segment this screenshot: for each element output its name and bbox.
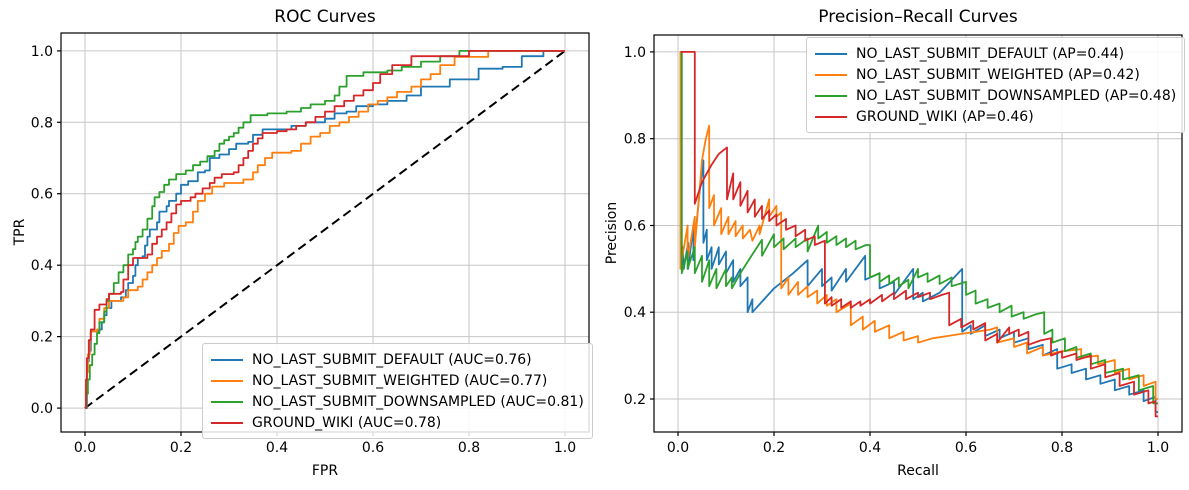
- legend-item: NO_LAST_SUBMIT_DOWNSAMPLED (AP=0.48): [815, 85, 1176, 106]
- roc-ylabel: TPR: [12, 218, 28, 246]
- legend-item: NO_LAST_SUBMIT_DEFAULT (AP=0.44): [815, 43, 1176, 64]
- legend-item: GROUND_WIKI (AUC=0.78): [211, 412, 584, 433]
- pr-title: Precision–Recall Curves: [818, 7, 1018, 27]
- legend-label: NO_LAST_SUBMIT_WEIGHTED (AP=0.42): [856, 66, 1140, 83]
- svg-text:0.6: 0.6: [362, 440, 384, 456]
- svg-text:0.2: 0.2: [624, 392, 646, 408]
- legend-label: GROUND_WIKI (AUC=0.78): [252, 414, 442, 431]
- roc-legend: NO_LAST_SUBMIT_DEFAULT (AUC=0.76) NO_LAST…: [202, 343, 593, 439]
- roc-xlabel: FPR: [311, 463, 339, 479]
- svg-text:1.0: 1.0: [624, 45, 646, 61]
- svg-text:0.2: 0.2: [170, 440, 192, 456]
- legend-line-swatch: [211, 421, 243, 424]
- legend-line-swatch: [211, 358, 243, 361]
- legend-item: NO_LAST_SUBMIT_DOWNSAMPLED (AUC=0.81): [211, 391, 584, 412]
- legend-line-swatch: [815, 94, 847, 97]
- svg-text:0.4: 0.4: [624, 305, 646, 321]
- legend-line-swatch: [815, 52, 847, 55]
- legend-item: NO_LAST_SUBMIT_WEIGHTED (AP=0.42): [815, 64, 1176, 85]
- svg-text:0.8: 0.8: [31, 115, 53, 131]
- legend-label: NO_LAST_SUBMIT_DOWNSAMPLED (AP=0.48): [856, 87, 1177, 104]
- svg-text:0.0: 0.0: [74, 440, 96, 456]
- svg-text:0.8: 0.8: [1051, 440, 1073, 456]
- legend-label: NO_LAST_SUBMIT_DEFAULT (AP=0.44): [856, 45, 1125, 62]
- legend-label: GROUND_WIKI (AP=0.46): [856, 108, 1034, 125]
- legend-line-swatch: [815, 115, 847, 118]
- roc-title: ROC Curves: [274, 7, 376, 27]
- svg-text:0.8: 0.8: [458, 440, 480, 456]
- svg-text:0.8: 0.8: [624, 132, 646, 148]
- legend-label: NO_LAST_SUBMIT_DEFAULT (AUC=0.76): [252, 351, 532, 368]
- svg-text:0.0: 0.0: [667, 440, 689, 456]
- svg-text:0.4: 0.4: [31, 258, 53, 274]
- svg-text:0.6: 0.6: [624, 219, 646, 235]
- pr-legend: NO_LAST_SUBMIT_DEFAULT (AP=0.44) NO_LAST_…: [806, 37, 1186, 133]
- legend-item: NO_LAST_SUBMIT_WEIGHTED (AUC=0.77): [211, 370, 584, 391]
- legend-item: NO_LAST_SUBMIT_DEFAULT (AUC=0.76): [211, 349, 584, 370]
- svg-text:0.6: 0.6: [955, 440, 977, 456]
- legend-label: NO_LAST_SUBMIT_DOWNSAMPLED (AUC=0.81): [252, 393, 584, 410]
- legend-label: NO_LAST_SUBMIT_WEIGHTED (AUC=0.77): [252, 372, 548, 389]
- legend-item: GROUND_WIKI (AP=0.46): [815, 106, 1176, 127]
- svg-text:0.4: 0.4: [266, 440, 288, 456]
- legend-line-swatch: [815, 73, 847, 76]
- svg-text:0.2: 0.2: [31, 330, 53, 346]
- svg-text:0.2: 0.2: [763, 440, 785, 456]
- legend-line-swatch: [211, 400, 243, 403]
- legend-line-swatch: [211, 379, 243, 382]
- svg-text:0.4: 0.4: [859, 440, 881, 456]
- svg-text:0.0: 0.0: [31, 401, 53, 417]
- svg-text:1.0: 1.0: [554, 440, 576, 456]
- svg-text:1.0: 1.0: [31, 44, 53, 60]
- svg-text:1.0: 1.0: [1147, 440, 1169, 456]
- pr-ylabel: Precision: [604, 201, 620, 265]
- svg-text:0.6: 0.6: [31, 187, 53, 203]
- pr-xlabel: Recall: [897, 463, 939, 479]
